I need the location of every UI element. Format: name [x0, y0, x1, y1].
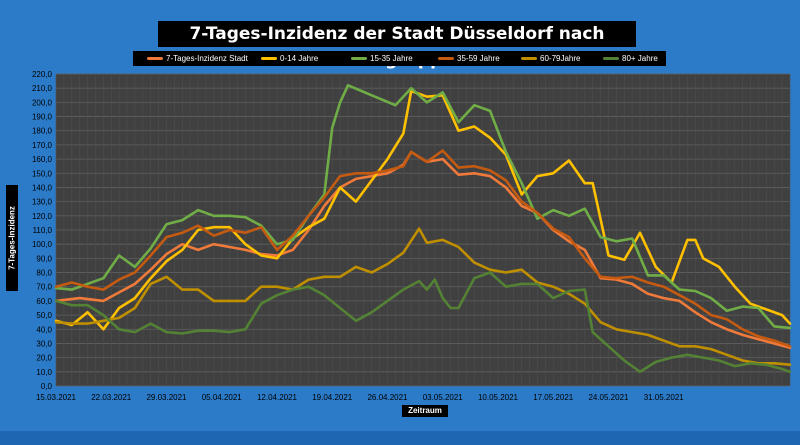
- y-tick-label: 10,0: [36, 368, 52, 377]
- y-tick-label: 150,0: [32, 169, 53, 178]
- y-tick-label: 120,0: [32, 212, 53, 221]
- legend-item-35-59: 35-59 Jahre: [438, 51, 500, 66]
- y-axis-label-box: [6, 185, 18, 291]
- y-tick-label: 200,0: [32, 98, 53, 107]
- legend-swatch-stadt: [147, 57, 163, 61]
- legend-label-15-35: 15-35 Jahre: [370, 54, 413, 63]
- y-tick-label: 60,0: [36, 297, 52, 306]
- legend-swatch-80plus: [603, 57, 619, 61]
- legend-swatch-60-79: [521, 57, 537, 61]
- y-tick-label: 210,0: [32, 84, 53, 93]
- y-tick-label: 20,0: [36, 354, 52, 363]
- legend-item-15-35: 15-35 Jahre: [351, 51, 413, 66]
- y-tick-label: 0,0: [41, 382, 53, 391]
- x-tick-label: 29.03.2021: [146, 393, 187, 402]
- legend-label-80plus: 80+ Jahre: [622, 54, 658, 63]
- legend-label-0-14: 0-14 Jahre: [280, 54, 319, 63]
- y-tick-label: 180,0: [32, 127, 53, 136]
- y-tick-label: 90,0: [36, 254, 52, 263]
- legend-label-35-59: 35-59 Jahre: [457, 54, 500, 63]
- x-tick-label: 05.04.2021: [202, 393, 243, 402]
- x-tick-label: 17.05.2021: [533, 393, 574, 402]
- x-tick-label: 31.05.2021: [644, 393, 685, 402]
- y-axis-label: 7-Tages-Inzidenz: [7, 206, 17, 270]
- y-tick-label: 80,0: [36, 269, 52, 278]
- series-line-2: [54, 84, 792, 330]
- legend-label-60-79: 60-79Jahre: [540, 54, 581, 63]
- bottom-band: [0, 431, 800, 445]
- y-tick-label: 40,0: [36, 325, 52, 334]
- x-tick-label: 26.04.2021: [367, 393, 408, 402]
- legend-item-0-14: 0-14 Jahre: [261, 51, 318, 66]
- legend-label-stadt: 7-Tages-Inzidenz Stadt: [166, 54, 248, 63]
- x-tick-label: 19.04.2021: [312, 393, 353, 402]
- x-tick-label: 10.05.2021: [478, 393, 519, 402]
- y-tick-label: 110,0: [33, 226, 53, 235]
- legend: 7-Tages-Inzidenz Stadt 0-14 Jahre 15-35 …: [133, 51, 666, 66]
- y-tick-label: 190,0: [32, 113, 53, 122]
- legend-item-60-79: 60-79Jahre: [521, 51, 580, 66]
- y-tick-label: 100,0: [32, 240, 53, 249]
- legend-item-80plus: 80+ Jahre: [603, 51, 658, 66]
- chart-title: 7-Tages-Inzidenz der Stadt Düsseldorf na…: [158, 21, 636, 70]
- y-tick-label: 70,0: [36, 283, 52, 292]
- series-line-5: [54, 271, 792, 374]
- y-tick-label: 170,0: [32, 141, 53, 150]
- y-tick-label: 30,0: [36, 339, 52, 348]
- x-tick-label: 24.05.2021: [588, 393, 629, 402]
- x-tick-label: 03.05.2021: [423, 393, 464, 402]
- y-tick-label: 220,0: [32, 70, 53, 79]
- legend-swatch-0-14: [261, 57, 277, 61]
- y-tick-label: 50,0: [36, 311, 52, 320]
- x-tick-label: 15.03.2021: [36, 393, 77, 402]
- series-line-4: [54, 227, 792, 366]
- x-tick-label: 12.04.2021: [257, 393, 298, 402]
- legend-item-stadt: 7-Tages-Inzidenz Stadt: [147, 51, 248, 66]
- x-tick-label: 22.03.2021: [91, 393, 132, 402]
- legend-swatch-15-35: [351, 57, 367, 61]
- legend-swatch-35-59: [438, 57, 454, 61]
- y-tick-label: 160,0: [32, 155, 53, 164]
- y-tick-label: 140,0: [32, 183, 53, 192]
- series-line-3: [54, 149, 792, 348]
- x-axis-label: Zeitraum: [402, 405, 448, 417]
- y-tick-label: 130,0: [32, 198, 53, 207]
